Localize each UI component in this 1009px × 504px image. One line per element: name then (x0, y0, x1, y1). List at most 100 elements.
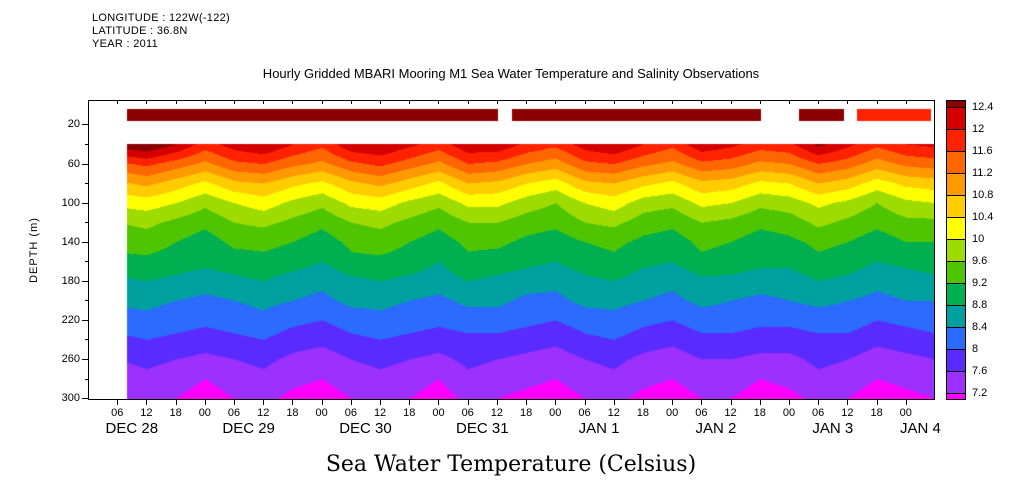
x-tick-top (672, 100, 674, 104)
temperature-contour-canvas (88, 100, 935, 400)
x-tick (380, 400, 382, 405)
x-tick-label: 06 (812, 407, 825, 419)
x-tick-label: 12 (490, 407, 504, 419)
y-tick-label: 220 (61, 313, 80, 326)
x-tick-label: 18 (286, 407, 299, 419)
colorbar-tick-label: 9.2 (972, 277, 988, 289)
colorbar-segment (947, 371, 965, 393)
x-tick (204, 400, 206, 405)
x-tick-label: 06 (344, 407, 357, 419)
colorbar-tick-label: 8 (972, 343, 979, 355)
x-tick-top (204, 100, 206, 104)
y-minor-tick (85, 222, 88, 224)
colorbar-segment (947, 151, 965, 173)
colorbar-tick-label: 11.2 (972, 167, 993, 179)
x-tick-top (146, 100, 148, 104)
x-tick-label: 18 (753, 407, 766, 419)
x-tick-top (234, 100, 236, 104)
x-tick-label: 12 (841, 407, 854, 419)
y-tick-label: 300 (61, 392, 80, 405)
x-tick-label: 18 (636, 407, 650, 419)
x-tick-label: 00 (432, 407, 445, 419)
x-tick-top (292, 100, 294, 104)
x-tick-label: 06 (695, 407, 708, 419)
x-tick-top (175, 100, 177, 104)
x-tick (759, 400, 761, 405)
x-tick-label: 12 (257, 407, 270, 419)
x-tick (321, 400, 323, 405)
x-tick (730, 400, 732, 405)
x-tick (672, 400, 674, 405)
x-tick-label: 00 (782, 407, 796, 419)
x-tick-top (526, 100, 528, 104)
x-tick-top (321, 100, 323, 104)
x-tick (701, 400, 703, 405)
y-tick-label: 100 (61, 196, 80, 209)
year-text: YEAR : 2011 (92, 38, 159, 50)
x-tick (350, 400, 352, 405)
colorbar-tick-label: 12 (972, 123, 985, 135)
x-tick (438, 400, 440, 405)
y-tick (82, 280, 88, 282)
x-tick (526, 400, 528, 405)
x-tick-label: 00 (198, 407, 211, 419)
x-tick-top (701, 100, 703, 104)
x-tick-label: 00 (549, 407, 562, 419)
x-date-label: DEC 29 (222, 420, 275, 437)
x-tick-top (350, 100, 352, 104)
y-tick-label: 260 (61, 352, 80, 365)
x-date-label: DEC 31 (456, 420, 509, 437)
colorbar-segment (947, 101, 965, 107)
y-tick (82, 398, 88, 400)
x-date-label: DEC 28 (105, 420, 159, 437)
x-tick-top (380, 100, 382, 104)
x-tick-top (730, 100, 732, 104)
colorbar-segment (947, 217, 965, 239)
x-tick (818, 400, 820, 405)
x-tick (467, 400, 469, 405)
y-minor-tick (85, 378, 88, 380)
x-date-label: JAN 1 (578, 420, 620, 437)
x-tick (117, 400, 119, 405)
y-tick (82, 319, 88, 321)
y-minor-tick (85, 183, 88, 185)
y-tick (82, 124, 88, 126)
y-tick (82, 241, 88, 243)
x-tick (555, 400, 557, 405)
x-tick-label: 00 (899, 407, 912, 419)
x-tick (263, 400, 265, 405)
x-tick (292, 400, 294, 405)
x-tick (234, 400, 236, 405)
y-minor-tick (85, 143, 88, 145)
y-tick-label: 180 (61, 274, 80, 287)
colorbar-tick-label: 9.6 (972, 255, 988, 267)
y-tick-label: 60 (67, 157, 80, 170)
colorbar-segment (947, 195, 965, 217)
y-minor-tick (85, 339, 88, 341)
x-tick-top (467, 100, 469, 104)
colorbar-tick-label: 7.2 (972, 387, 988, 399)
x-tick-label: 06 (227, 407, 241, 419)
x-tick-label: 06 (111, 407, 124, 419)
x-tick-label: 12 (373, 407, 387, 419)
y-tick-label: 20 (67, 118, 80, 131)
x-tick-label: 12 (607, 407, 620, 419)
x-tick (788, 400, 790, 405)
x-tick (847, 400, 849, 405)
x-tick-top (584, 100, 586, 104)
colorbar-tick-label: 10.4 (972, 211, 994, 223)
y-tick-label: 140 (61, 235, 80, 248)
x-tick-top (117, 100, 119, 104)
colorbar (946, 100, 966, 400)
colorbar-tick-label: 8.4 (972, 321, 988, 333)
colorbar-segment (947, 327, 965, 349)
longitude-text: LONGITUDE : 122W(-122) (92, 12, 231, 24)
colorbar-segment (947, 239, 965, 261)
x-date-label: JAN 3 (812, 420, 854, 437)
colorbar-tick-label: 12.4 (972, 101, 994, 113)
colorbar-tick-label: 10 (972, 233, 985, 245)
x-axis-title: Sea Water Temperature (Celsius) (325, 452, 697, 477)
colorbar-segment (947, 107, 965, 129)
colorbar-segment (947, 173, 965, 195)
x-tick-top (613, 100, 615, 104)
